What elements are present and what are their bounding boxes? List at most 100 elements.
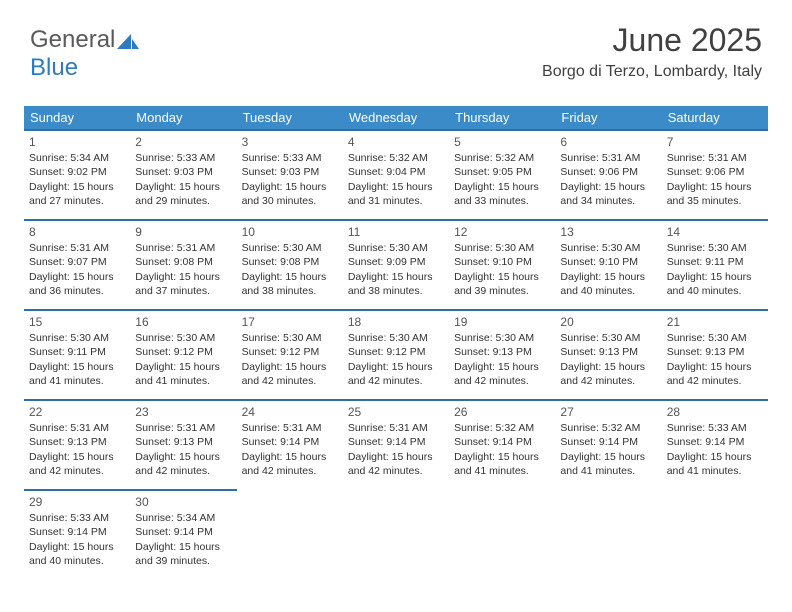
sunrise-line: Sunrise: 5:30 AM <box>135 331 231 345</box>
sunset-line: Sunset: 9:13 PM <box>135 435 231 449</box>
daylight-line-2: and 42 minutes. <box>560 374 656 388</box>
day-number: 16 <box>135 314 231 330</box>
sunset-line: Sunset: 9:07 PM <box>29 255 125 269</box>
sunset-line: Sunset: 9:05 PM <box>454 165 550 179</box>
sunset-line: Sunset: 9:14 PM <box>242 435 338 449</box>
daylight-line-1: Daylight: 15 hours <box>348 270 444 284</box>
daylight-line-1: Daylight: 15 hours <box>348 450 444 464</box>
day-number: 3 <box>242 134 338 150</box>
sunset-line: Sunset: 9:04 PM <box>348 165 444 179</box>
daylight-line-1: Daylight: 15 hours <box>667 180 763 194</box>
calendar-cell: 5Sunrise: 5:32 AMSunset: 9:05 PMDaylight… <box>449 130 555 220</box>
daylight-line-1: Daylight: 15 hours <box>135 450 231 464</box>
sunrise-line: Sunrise: 5:33 AM <box>29 511 125 525</box>
daylight-line-1: Daylight: 15 hours <box>29 270 125 284</box>
calendar-cell: 19Sunrise: 5:30 AMSunset: 9:13 PMDayligh… <box>449 310 555 400</box>
day-number: 5 <box>454 134 550 150</box>
daylight-line-2: and 40 minutes. <box>29 554 125 568</box>
calendar-cell: 3Sunrise: 5:33 AMSunset: 9:03 PMDaylight… <box>237 130 343 220</box>
sunrise-line: Sunrise: 5:31 AM <box>29 241 125 255</box>
day-number: 19 <box>454 314 550 330</box>
calendar-cell: 25Sunrise: 5:31 AMSunset: 9:14 PMDayligh… <box>343 400 449 490</box>
daylight-line-1: Daylight: 15 hours <box>242 270 338 284</box>
sunset-line: Sunset: 9:13 PM <box>454 345 550 359</box>
daylight-line-2: and 42 minutes. <box>242 374 338 388</box>
daylight-line-2: and 38 minutes. <box>348 284 444 298</box>
calendar-cell: 27Sunrise: 5:32 AMSunset: 9:14 PMDayligh… <box>555 400 661 490</box>
weekday-header: Thursday <box>449 106 555 130</box>
sunrise-line: Sunrise: 5:30 AM <box>29 331 125 345</box>
sunrise-line: Sunrise: 5:31 AM <box>135 241 231 255</box>
calendar-cell: 26Sunrise: 5:32 AMSunset: 9:14 PMDayligh… <box>449 400 555 490</box>
sunrise-line: Sunrise: 5:30 AM <box>348 241 444 255</box>
calendar-cell: 21Sunrise: 5:30 AMSunset: 9:13 PMDayligh… <box>662 310 768 400</box>
sunrise-line: Sunrise: 5:31 AM <box>348 421 444 435</box>
sunrise-line: Sunrise: 5:33 AM <box>242 151 338 165</box>
weekday-header: Wednesday <box>343 106 449 130</box>
daylight-line-2: and 39 minutes. <box>454 284 550 298</box>
day-number: 9 <box>135 224 231 240</box>
daylight-line-1: Daylight: 15 hours <box>667 450 763 464</box>
calendar-cell <box>237 490 343 580</box>
calendar-cell: 15Sunrise: 5:30 AMSunset: 9:11 PMDayligh… <box>24 310 130 400</box>
sunrise-line: Sunrise: 5:31 AM <box>667 151 763 165</box>
calendar-cell: 18Sunrise: 5:30 AMSunset: 9:12 PMDayligh… <box>343 310 449 400</box>
calendar-row: 1Sunrise: 5:34 AMSunset: 9:02 PM Daylight… <box>24 130 768 220</box>
logo-sail-icon <box>117 31 139 49</box>
weekday-header: Saturday <box>662 106 768 130</box>
daylight-line-1: Daylight: 15 hours <box>560 180 656 194</box>
day-number: 29 <box>29 494 125 510</box>
calendar-cell: 9Sunrise: 5:31 AMSunset: 9:08 PMDaylight… <box>130 220 236 310</box>
daylight-line-1: Daylight: 15 hours <box>454 360 550 374</box>
calendar-cell: 22Sunrise: 5:31 AMSunset: 9:13 PMDayligh… <box>24 400 130 490</box>
sunrise-line: Sunrise: 5:30 AM <box>242 241 338 255</box>
sunrise-line: Sunrise: 5:31 AM <box>135 421 231 435</box>
sunrise-line: Sunrise: 5:32 AM <box>454 151 550 165</box>
daylight-line-1: Daylight: 15 hours <box>560 360 656 374</box>
calendar-cell: 20Sunrise: 5:30 AMSunset: 9:13 PMDayligh… <box>555 310 661 400</box>
day-number: 1 <box>29 134 125 150</box>
day-number: 7 <box>667 134 763 150</box>
calendar-cell: 7Sunrise: 5:31 AMSunset: 9:06 PMDaylight… <box>662 130 768 220</box>
daylight-line-2: and 41 minutes. <box>560 464 656 478</box>
calendar-cell <box>343 490 449 580</box>
daylight-line-1: Daylight: 15 hours <box>560 270 656 284</box>
sunrise-line: Sunrise: 5:30 AM <box>667 241 763 255</box>
sunrise-line: Sunrise: 5:34 AM <box>29 151 125 165</box>
sunset-line: Sunset: 9:10 PM <box>454 255 550 269</box>
sunset-line: Sunset: 9:14 PM <box>560 435 656 449</box>
daylight-line-1: Daylight: 15 hours <box>135 360 231 374</box>
daylight-line-1: Daylight: 15 hours <box>242 360 338 374</box>
weekday-header: Friday <box>555 106 661 130</box>
weekday-header: Monday <box>130 106 236 130</box>
calendar-cell: 30Sunrise: 5:34 AMSunset: 9:14 PMDayligh… <box>130 490 236 580</box>
daylight-line-1: Daylight: 15 hours <box>348 360 444 374</box>
calendar-cell <box>555 490 661 580</box>
sunset-line: Sunset: 9:14 PM <box>454 435 550 449</box>
daylight-line-2: and 42 minutes. <box>29 464 125 478</box>
daylight-line-2: and 29 minutes. <box>135 194 231 208</box>
calendar-cell: 24Sunrise: 5:31 AMSunset: 9:14 PMDayligh… <box>237 400 343 490</box>
sunset-line: Sunset: 9:14 PM <box>29 525 125 539</box>
daylight-line-2: and 31 minutes. <box>348 194 444 208</box>
calendar-cell: 29Sunrise: 5:33 AMSunset: 9:14 PMDayligh… <box>24 490 130 580</box>
daylight-line-2: and 34 minutes. <box>560 194 656 208</box>
calendar-cell: 23Sunrise: 5:31 AMSunset: 9:13 PMDayligh… <box>130 400 236 490</box>
day-number: 13 <box>560 224 656 240</box>
daylight-line-1: Daylight: 15 hours <box>667 360 763 374</box>
daylight-line-1: Daylight: 15 hours <box>135 540 231 554</box>
calendar-cell: 28Sunrise: 5:33 AMSunset: 9:14 PMDayligh… <box>662 400 768 490</box>
calendar-cell: 14Sunrise: 5:30 AMSunset: 9:11 PMDayligh… <box>662 220 768 310</box>
daylight-line-2: and 35 minutes. <box>667 194 763 208</box>
daylight-line-2: and 42 minutes. <box>348 464 444 478</box>
sunrise-line: Sunrise: 5:31 AM <box>29 421 125 435</box>
sunset-line: Sunset: 9:02 PM <box>29 165 125 179</box>
sunset-line: Sunset: 9:13 PM <box>560 345 656 359</box>
calendar-cell: 11Sunrise: 5:30 AMSunset: 9:09 PMDayligh… <box>343 220 449 310</box>
sunset-line: Sunset: 9:13 PM <box>29 435 125 449</box>
sunset-line: Sunset: 9:06 PM <box>667 165 763 179</box>
calendar-cell: 6Sunrise: 5:31 AMSunset: 9:06 PMDaylight… <box>555 130 661 220</box>
daylight-line-1: Daylight: 15 hours <box>242 450 338 464</box>
sunrise-line: Sunrise: 5:32 AM <box>560 421 656 435</box>
brand-logo: General Blue <box>30 26 139 82</box>
